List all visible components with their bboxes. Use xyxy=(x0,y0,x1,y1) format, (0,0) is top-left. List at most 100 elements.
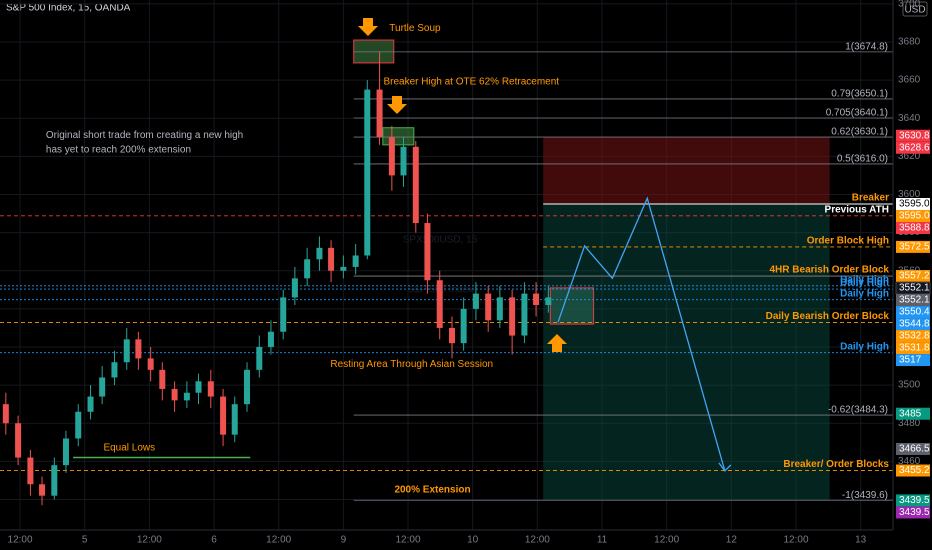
candle-body xyxy=(15,423,22,458)
annotation: Breaker High at OTE 62% Retracement xyxy=(383,77,559,88)
price-tag-label: 3557.2 xyxy=(899,271,930,282)
x-tick-label: 12:00 xyxy=(137,535,162,546)
level-label: Breaker/ Order Blocks xyxy=(783,459,889,470)
currency: USD xyxy=(904,5,925,16)
projection-arrowhead xyxy=(718,462,732,472)
arrows xyxy=(358,18,567,352)
level-label: Daily High xyxy=(840,274,889,285)
candle-body xyxy=(220,396,227,435)
arrow xyxy=(547,334,567,352)
x-tick-label: 10 xyxy=(467,535,479,546)
candle-body xyxy=(376,89,383,138)
fib-label: 1(3674.8) xyxy=(845,41,888,52)
y-tick-label: 3640 xyxy=(898,113,921,124)
price-tag xyxy=(896,197,930,210)
price-tag-label: 3595.0 xyxy=(899,211,930,222)
price-tag xyxy=(896,129,930,142)
candle-body xyxy=(496,297,503,321)
zone xyxy=(543,137,830,204)
candle-body xyxy=(147,358,154,370)
candle-body xyxy=(448,327,455,344)
x-tick-label: 12:00 xyxy=(396,535,421,546)
x-tick-label: 5 xyxy=(82,535,88,546)
candle-body xyxy=(207,381,214,397)
level-label: Daily High xyxy=(840,278,889,289)
y-tick-label: 3620 xyxy=(898,151,921,162)
fib-label: 0.5(3616.0) xyxy=(837,154,888,165)
candle-body xyxy=(412,146,419,224)
candle-body xyxy=(340,266,347,271)
price-tag-label: 3550.4 xyxy=(899,307,930,318)
annotation: Equal Lows xyxy=(103,443,155,454)
annotation: 200% Extension xyxy=(394,485,470,496)
chart-title: S&P 500 Index, 15, OANDA xyxy=(6,3,131,14)
x-tick-label: 12:00 xyxy=(266,535,291,546)
annotation: has yet to reach 200% extension xyxy=(46,144,191,155)
price-tag xyxy=(896,442,930,455)
y-tick-label: 3700 xyxy=(898,0,921,9)
arrow xyxy=(387,96,407,114)
candle-body xyxy=(533,293,540,306)
x-tick-label: 12:00 xyxy=(783,535,808,546)
x-tick-label: 11 xyxy=(597,535,608,546)
price-tag-label: 3531.8 xyxy=(899,343,930,354)
price-tag-label: 3628.6 xyxy=(899,142,930,153)
candle-body xyxy=(328,247,335,271)
fib-label: -0.62(3484.3) xyxy=(828,405,888,416)
candle-body xyxy=(2,404,9,424)
y-tick-label: 3660 xyxy=(898,75,921,86)
candle-body xyxy=(159,369,166,389)
candle-body xyxy=(195,381,202,393)
x-tick-label: 12:00 xyxy=(654,535,679,546)
x-tick-label: 6 xyxy=(211,535,217,546)
price-tag-label: 3532.8 xyxy=(899,331,930,342)
price-tag xyxy=(896,342,930,355)
price-tag-label: 3439.5 xyxy=(899,495,930,506)
level-label: Daily High xyxy=(840,341,889,352)
x-tick-label: 12 xyxy=(726,535,738,546)
y-tick-label: 3480 xyxy=(898,418,921,429)
candle-body xyxy=(400,146,407,176)
price-tag xyxy=(896,494,930,507)
fib-label: -1(3439.6) xyxy=(842,490,888,501)
price-tag xyxy=(896,318,930,331)
candle-body xyxy=(171,388,178,401)
candle-body xyxy=(123,339,130,363)
candle-body xyxy=(388,137,395,176)
candle-body xyxy=(111,362,118,378)
x-tick-label: 9 xyxy=(341,535,347,546)
price-tag-label: 3630.8 xyxy=(899,130,930,141)
currency-box[interactable] xyxy=(902,1,928,17)
candle-body xyxy=(521,293,528,336)
price-tag xyxy=(896,306,930,319)
level-label: Breaker xyxy=(852,193,889,204)
candle-body xyxy=(280,297,287,332)
y-tick-label: 3460 xyxy=(898,456,921,467)
candle-body xyxy=(51,465,58,496)
price-tag-label: 3439.5 xyxy=(899,507,930,518)
x-tick-label: 13 xyxy=(855,535,867,546)
x-tick-label: 12:00 xyxy=(525,535,550,546)
candle-body xyxy=(231,404,238,435)
watermark: SPX500USD, 15 xyxy=(403,235,478,246)
price-tag xyxy=(896,240,930,253)
fib-label: 0.705(3640.1) xyxy=(826,108,888,119)
candle-body xyxy=(352,255,359,267)
price-tag xyxy=(896,294,930,307)
price-tag-label: 3552.1 xyxy=(899,283,930,294)
candle-body xyxy=(244,369,251,405)
level-label: Daily Bearish Order Block xyxy=(766,311,890,322)
price-tag-label: 3572.5 xyxy=(899,242,930,253)
price-tag-label: 3485 xyxy=(899,408,922,419)
x-tick-label: 12:00 xyxy=(8,535,33,546)
candle-body xyxy=(39,484,46,496)
price-tag-label: 3517 xyxy=(899,355,922,366)
candle-body xyxy=(87,396,94,412)
price-tag xyxy=(896,270,930,283)
candle-body xyxy=(364,89,371,256)
price-tag xyxy=(896,209,930,222)
candle-body xyxy=(99,377,106,397)
candle-body xyxy=(316,247,323,260)
fib-label: 0.79(3650.1) xyxy=(831,89,888,100)
candle-body xyxy=(135,339,142,359)
